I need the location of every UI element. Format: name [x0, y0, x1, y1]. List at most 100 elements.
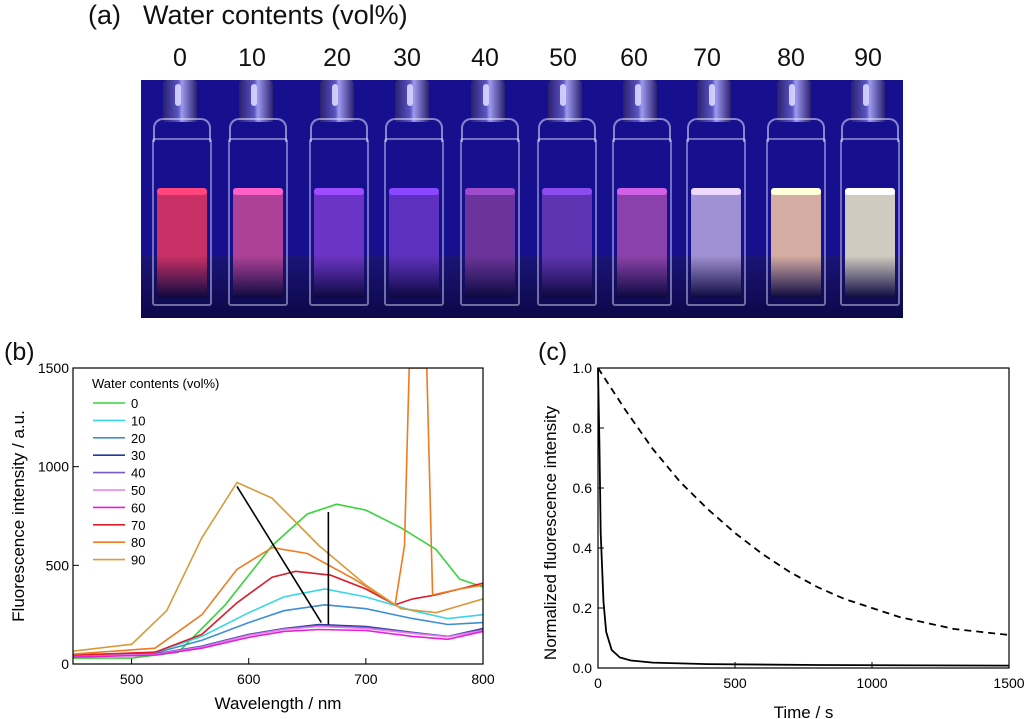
legend-label-20: 20 [131, 431, 145, 446]
cuvette-neck [687, 118, 745, 142]
cuvette-body [840, 138, 900, 306]
panel-a-label: (a) [88, 0, 121, 30]
cap-glint [251, 84, 257, 106]
y-tick-label-500: 500 [46, 557, 70, 573]
y-tick-label-1.0: 1.0 [573, 360, 593, 376]
water-label-70: 70 [693, 44, 721, 72]
water-label-80: 80 [777, 44, 805, 72]
cap-glint [635, 84, 641, 106]
cuvette-liquid [691, 192, 741, 298]
cuvette-body [309, 138, 369, 306]
y-tick-label-0.4: 0.4 [573, 540, 593, 556]
cuvette-body [152, 138, 212, 306]
cuvette-20 [306, 80, 369, 318]
cap-glint [175, 84, 181, 106]
water-label-60: 60 [620, 44, 648, 72]
series-line-20 [73, 603, 483, 657]
cuvette-meniscus [465, 188, 515, 195]
series-line-90 [73, 481, 483, 652]
panel-b-label: (b) [4, 338, 35, 366]
plot-frame [597, 367, 1010, 669]
cuvette-meniscus [157, 188, 207, 195]
cuvette-neck [538, 118, 596, 142]
legend-label-10: 10 [131, 413, 145, 428]
x-tick-label-500: 500 [723, 675, 747, 691]
water-label-0: 0 [173, 44, 187, 72]
cuvette-90 [837, 80, 900, 318]
cuvette-meniscus [691, 188, 741, 195]
y-tick-label-0.2: 0.2 [573, 600, 593, 616]
cap-glint [863, 84, 869, 106]
cuvette-meniscus [771, 188, 821, 195]
cuvette-liquid [465, 192, 515, 298]
cap-glint [407, 84, 413, 106]
series-line-80 [73, 368, 483, 655]
x-axis-label: Time / s [774, 703, 834, 719]
y-tick-label-1000: 1000 [38, 459, 69, 475]
series-line-10 [73, 588, 483, 657]
cuvette-0 [149, 80, 212, 318]
trend-arrow [236, 485, 323, 623]
water-label-90: 90 [854, 44, 882, 72]
panel-c-label: (c) [538, 338, 568, 366]
water-label-20: 20 [323, 44, 351, 72]
cuvette-body [766, 138, 826, 306]
cuvette-70 [683, 80, 746, 318]
y-tick-label-0: 0 [61, 656, 69, 672]
series-line-dashed [597, 367, 1010, 636]
x-tick-label-800: 800 [471, 671, 495, 687]
cuvette-neck [229, 118, 287, 142]
x-tick-label-500: 500 [120, 671, 144, 687]
cuvette-meniscus [233, 188, 283, 195]
cuvette-80 [763, 80, 826, 318]
cuvette-liquid [771, 192, 821, 298]
cuvette-meniscus [617, 188, 667, 195]
water-label-50: 50 [549, 44, 577, 72]
legend-label-30: 30 [131, 448, 145, 463]
legend-label-40: 40 [131, 466, 145, 481]
cuvette-body [228, 138, 288, 306]
plot-frame [72, 367, 484, 665]
x-tick-label-1000: 1000 [856, 675, 887, 691]
cuvette-neck [613, 118, 671, 142]
cuvette-60 [609, 80, 672, 318]
water-label-10: 10 [238, 44, 266, 72]
cuvette-liquid [314, 192, 364, 298]
cuvette-body [612, 138, 672, 306]
cuvette-neck [461, 118, 519, 142]
legend-label-50: 50 [131, 483, 145, 498]
cuvette-liquid [157, 192, 207, 298]
x-tick-label-0: 0 [594, 675, 602, 691]
x-tick-label-1500: 1500 [993, 675, 1024, 691]
cuvette-liquid [233, 192, 283, 298]
y-tick-label-0.8: 0.8 [573, 420, 593, 436]
water-label-40: 40 [471, 44, 499, 72]
cap-glint [789, 84, 795, 106]
water-label-30: 30 [393, 44, 421, 72]
x-tick-label-700: 700 [354, 671, 378, 687]
cuvette-liquid [617, 192, 667, 298]
cuvette-neck [153, 118, 211, 142]
x-axis-label: Wavelength / nm [215, 694, 342, 713]
cuvette-meniscus [542, 188, 592, 195]
panel-a-title: (a) Water contents (vol%) [88, 0, 408, 31]
cuvette-liquid [389, 192, 439, 298]
series-group [73, 368, 483, 659]
cuvette-30 [381, 80, 444, 318]
cap-glint [332, 84, 338, 106]
cuvette-body [384, 138, 444, 306]
y-tick-label-0.0: 0.0 [573, 660, 593, 676]
legend-label-80: 80 [131, 535, 145, 550]
cuvette-liquid [845, 192, 895, 298]
cuvette-photo [141, 80, 903, 318]
cuvette-40 [457, 80, 520, 318]
cuvette-neck [310, 118, 368, 142]
cuvette-neck [841, 118, 899, 142]
cuvette-meniscus [389, 188, 439, 195]
x-tick-label-600: 600 [237, 671, 261, 687]
y-tick-label-0.6: 0.6 [573, 480, 593, 496]
y-axis-label: Fluorescence intensity / a.u. [9, 410, 28, 622]
decay-chart: 0 500 1000 1500 0.0 0.2 0.4 0.6 0.8 1.0 Time / s No… [541, 360, 1024, 719]
cap-glint [709, 84, 715, 106]
